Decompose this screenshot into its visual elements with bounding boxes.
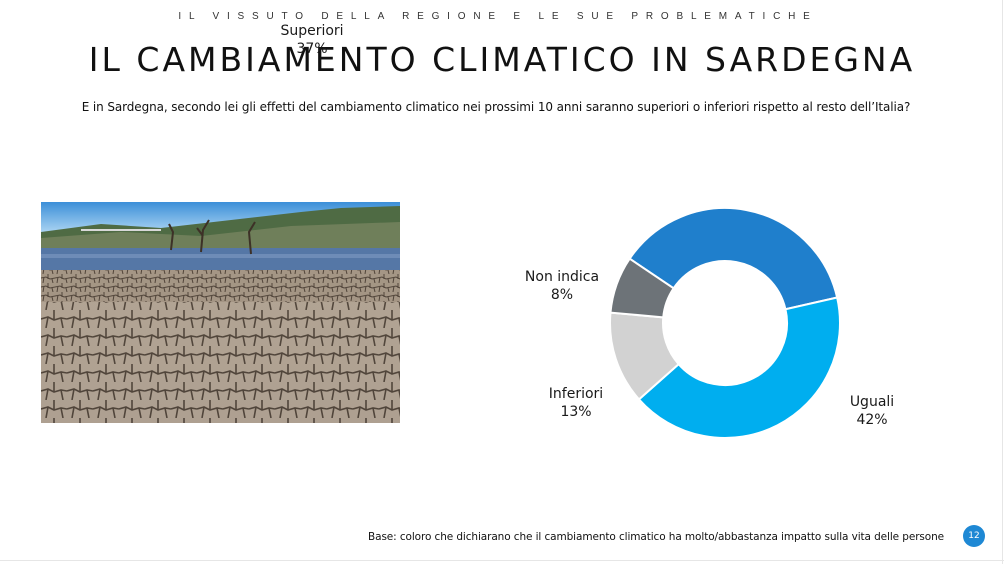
slice-label-inferiori-value: 13% [560, 404, 592, 420]
slice-label-non-indica: Non indica 8% [512, 268, 612, 304]
drought-photo [41, 202, 400, 423]
slice-label-inferiori: Inferiori 13% [538, 385, 614, 421]
slice-label-uguali: Uguali 42% [836, 393, 908, 429]
slice-label-uguali-name: Uguali [849, 394, 895, 410]
survey-question: E in Sardegna, secondo lei gli effetti d… [81, 100, 911, 114]
drought-photo-illustration [41, 202, 400, 423]
slice-superiori [628, 207, 839, 311]
slide-right-edge [1002, 0, 1003, 564]
slice-uguali [637, 296, 841, 439]
slice-label-superiori-value: 37% [296, 41, 328, 57]
slide-bottom-edge [0, 560, 1004, 561]
base-note: Base: coloro che dichiarano che il cambi… [368, 531, 945, 543]
slice-non-indica [609, 257, 675, 319]
slice-label-inferiori-name: Inferiori [548, 386, 604, 402]
page-number-badge: 12 [963, 525, 985, 547]
slice-label-non-indica-name: Non indica [524, 269, 600, 285]
page-title: IL CAMBIAMENTO CLIMATICO IN SARDEGNA [88, 40, 916, 79]
slice-label-uguali-value: 42% [856, 412, 888, 428]
slice-label-superiori-name: Superiori [280, 23, 344, 39]
section-kicker: IL VISSUTO DELLA REGIONE E LE SUE PROBLE… [178, 11, 818, 22]
slice-label-non-indica-value: 8% [550, 287, 574, 303]
donut-chart [480, 160, 960, 460]
donut-chart-svg [609, 207, 841, 439]
slice-label-superiori: Superiori 37% [270, 22, 354, 58]
